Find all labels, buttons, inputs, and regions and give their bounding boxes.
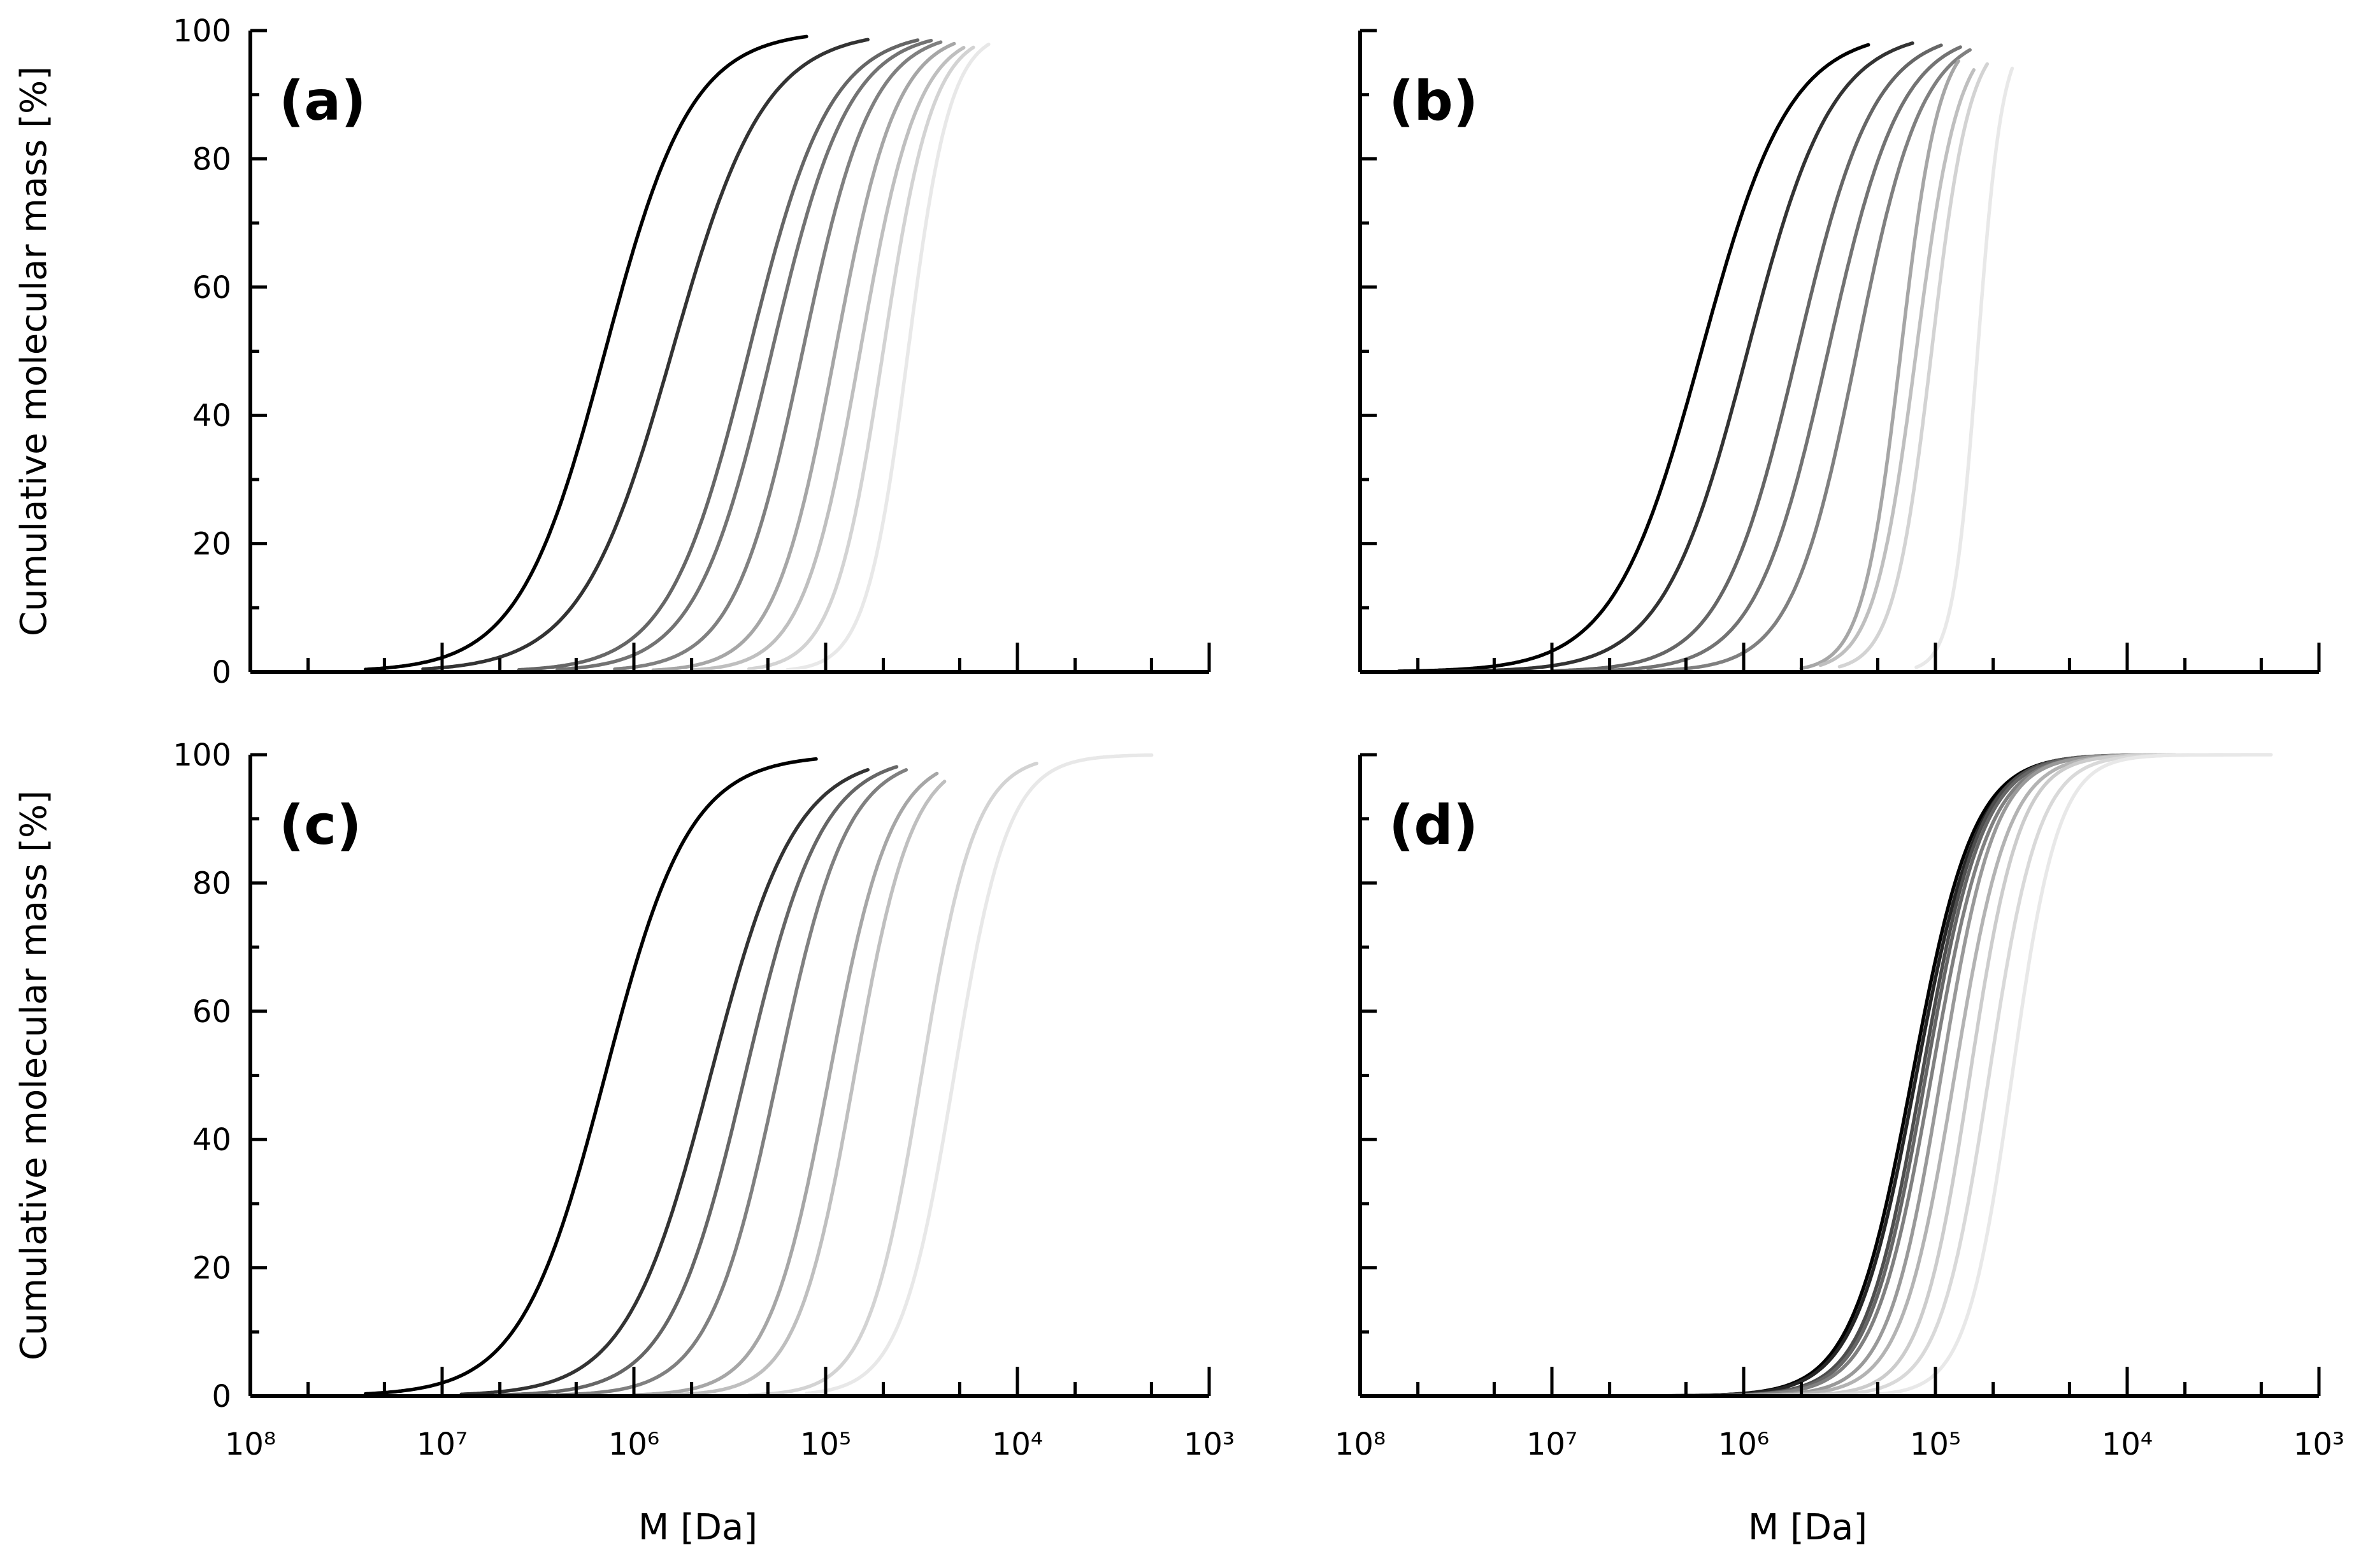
y-tick-label: 0 [212, 1379, 231, 1415]
x-tick-label: 10⁸ [225, 1427, 276, 1462]
series-line-6 [670, 780, 947, 1397]
x-axis-title: M [Da] [1748, 1507, 1867, 1548]
x-tick-label: 10³ [2293, 1427, 2344, 1462]
series-line-4 [555, 38, 933, 672]
y-tick-label: 0 [212, 655, 231, 690]
series-line-10 [1856, 753, 2273, 1397]
y-axis-title: Cumulative molecular mass [%] [13, 790, 55, 1360]
y-axis-title: Cumulative molecular mass [%] [13, 66, 55, 636]
series-line-8 [805, 753, 1154, 1395]
series-line-1 [1626, 753, 2110, 1398]
series-line-4 [555, 768, 908, 1397]
y-tick-label: 40 [192, 398, 231, 434]
panel-b: (b) [1358, 29, 2321, 674]
y-tick-label: 20 [192, 527, 231, 562]
series-line-9 [1914, 66, 2014, 669]
x-tick-label: 10⁸ [1335, 1427, 1386, 1462]
y-tick-label: 20 [192, 1251, 231, 1286]
series-line-1 [1396, 43, 1870, 673]
x-tick-label: 10⁷ [417, 1427, 468, 1462]
series-line-4 [1588, 45, 1962, 673]
series-line-3 [1646, 753, 2129, 1398]
panel-d: 10⁸ 10⁷ 10⁶ 10⁵ 10⁴ 10³ (d) M [Da] [1335, 753, 2344, 1548]
panel-a: 0 20 40 60 80 100 (a) Cumulative molecular mass… [13, 13, 1211, 690]
y-tick-label: 40 [192, 1122, 231, 1158]
x-tick-label: 10⁷ [1526, 1427, 1577, 1462]
series-line-4 [1665, 753, 2139, 1398]
series-line-7 [1742, 753, 2167, 1398]
series-line-5 [613, 40, 943, 671]
series-line-1 [363, 34, 808, 671]
series-line-7 [1818, 68, 1976, 667]
x-tick-label: 10⁴ [2102, 1427, 2153, 1462]
series-line-7 [747, 761, 1038, 1397]
series-line-6 [1799, 59, 1960, 671]
y-tick-label: 60 [192, 994, 231, 1030]
x-tick-label: 10³ [1184, 1427, 1235, 1462]
y-tick-label: 80 [192, 866, 231, 901]
x-tick-label: 10⁶ [608, 1427, 659, 1462]
panel-label: (c) [279, 794, 362, 857]
panel-label: (d) [1389, 794, 1478, 857]
series-line-8 [1837, 62, 1990, 669]
y-tick-label: 100 [173, 738, 231, 773]
series-line-5 [632, 771, 939, 1397]
series-line-8 [1780, 753, 2178, 1398]
y-tick-label: 60 [192, 270, 231, 306]
series-line-2 [459, 767, 870, 1397]
series-line-3 [517, 38, 920, 672]
series-line-8 [747, 45, 975, 671]
series-line-1 [363, 757, 818, 1396]
x-tick-label: 10⁵ [800, 1427, 851, 1462]
panel-label: (b) [1389, 69, 1478, 133]
y-tick-label: 80 [192, 141, 231, 177]
panel-label: (a) [279, 69, 366, 133]
series-line-5 [1646, 48, 1972, 673]
series-line-7 [689, 46, 966, 672]
series-line-3 [1550, 43, 1943, 673]
x-tick-label: 10⁵ [1910, 1427, 1961, 1462]
y-tick-label: 100 [173, 13, 231, 49]
series-line-6 [651, 41, 956, 673]
x-axis-title: M [Da] [638, 1507, 757, 1548]
series-line-2 [1435, 41, 1914, 674]
x-tick-label: 10⁶ [1718, 1427, 1769, 1462]
series-line-2 [421, 38, 870, 671]
panel-c: 0 20 40 60 80 100 10⁸ 10⁷ 10⁶ 10⁵ 10⁴ 10³ (c) Cumulat… [13, 738, 1235, 1548]
series-line-3 [498, 765, 899, 1397]
x-tick-label: 10⁴ [992, 1427, 1043, 1462]
series-line-9 [786, 42, 991, 672]
